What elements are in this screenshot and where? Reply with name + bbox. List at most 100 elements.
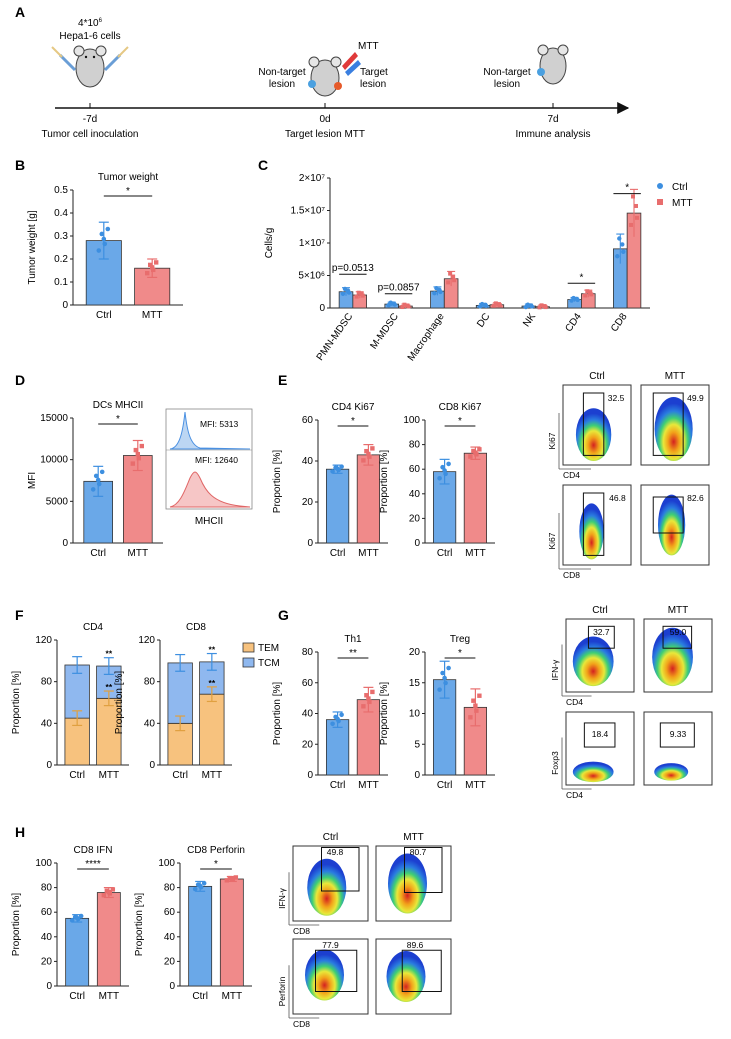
C-point bbox=[346, 290, 352, 295]
C-y-label: Cells/g bbox=[264, 228, 275, 259]
legend-f: TEM TCM bbox=[242, 642, 280, 669]
flow-density-blob bbox=[307, 858, 347, 916]
E2-point bbox=[473, 450, 478, 455]
flow-y-label: IFN-γ bbox=[277, 887, 287, 909]
E1-bar-ctrl bbox=[325, 468, 350, 544]
C-point bbox=[575, 297, 580, 303]
H1-sig-label: **** bbox=[85, 859, 101, 870]
G2-point bbox=[437, 687, 442, 692]
flow-gate bbox=[582, 392, 605, 456]
G1-point bbox=[335, 716, 340, 722]
B-point bbox=[148, 262, 153, 268]
C-sig-label: p=0.0513 bbox=[332, 263, 374, 274]
C-point bbox=[406, 304, 411, 309]
C-ytick-label: 5×10⁶ bbox=[298, 271, 325, 282]
C-sig-label: p=0.0857 bbox=[378, 283, 420, 294]
flow-y-label: Ki67 bbox=[547, 532, 557, 549]
D-sig-label: * bbox=[116, 414, 120, 425]
C-point bbox=[356, 290, 361, 295]
C-point bbox=[434, 285, 439, 291]
G2-xtick-label: Ctrl bbox=[437, 780, 453, 791]
flow-col-mtt: MTT bbox=[668, 605, 689, 616]
C-point bbox=[537, 305, 542, 310]
flow-gate bbox=[652, 496, 684, 534]
chart-dcs-mhcii: 0 5000 10000 15000 MFI DCs MHCII Ctrl MTT * bbox=[27, 400, 163, 559]
G1-point bbox=[330, 721, 335, 727]
C-point bbox=[432, 291, 437, 296]
G2-point bbox=[443, 680, 448, 686]
flow-y-label: IFN-γ bbox=[550, 659, 560, 681]
E1-point bbox=[366, 451, 371, 457]
E2-point bbox=[440, 464, 445, 470]
nontarget-1-label: Non-target bbox=[258, 67, 305, 78]
E2-xtick-label: Ctrl bbox=[437, 548, 453, 559]
C-point bbox=[589, 292, 594, 297]
F2-tem-bar bbox=[199, 693, 225, 766]
C-ytick-label: 0 bbox=[319, 303, 325, 314]
G2-point bbox=[440, 670, 445, 676]
flow-gate-value: 32.7 bbox=[593, 627, 610, 637]
C-point bbox=[615, 254, 620, 259]
G2-y-label: Proportion [%] bbox=[379, 682, 390, 746]
E1-title: CD4 Ki67 bbox=[332, 402, 375, 413]
E2-ytick-label: 80 bbox=[409, 440, 421, 451]
time-2: 0d bbox=[319, 114, 330, 125]
mtt-label: MTT bbox=[358, 41, 379, 52]
E1-ytick-label: 40 bbox=[302, 456, 314, 467]
B-xtick-label: MTT bbox=[142, 310, 163, 321]
G2-point bbox=[471, 698, 476, 703]
G1-xtick-label: Ctrl bbox=[330, 780, 346, 791]
E2-ytick-label: 60 bbox=[409, 464, 421, 475]
D-point bbox=[136, 456, 141, 461]
G2-point bbox=[442, 675, 447, 681]
C-point bbox=[448, 271, 453, 276]
mfi-ctrl: MFI: 5313 bbox=[200, 419, 239, 429]
G1-ytick-label: 0 bbox=[307, 770, 313, 781]
panel-label-b: B bbox=[15, 157, 25, 173]
C-point bbox=[634, 203, 638, 208]
panel-label-d: D bbox=[15, 372, 25, 388]
flow-density-blob bbox=[654, 763, 689, 781]
D-point bbox=[130, 461, 135, 466]
B-point bbox=[145, 270, 150, 276]
F2-ytick-label: 0 bbox=[149, 760, 155, 771]
E2-ytick-label: 40 bbox=[409, 489, 421, 500]
F2-ytick-label: 80 bbox=[144, 677, 156, 688]
flow-gate bbox=[321, 847, 360, 892]
H2-point bbox=[192, 886, 198, 892]
flow-gate bbox=[652, 392, 684, 456]
E2-point bbox=[437, 476, 442, 481]
H2-ytick-label: 40 bbox=[164, 932, 176, 943]
C-point bbox=[400, 305, 405, 310]
H1-point bbox=[110, 887, 116, 892]
mouse-3-icon bbox=[537, 44, 569, 85]
flow-gate-value: 46.8 bbox=[609, 493, 626, 503]
F1-sig-tcm: ** bbox=[106, 649, 113, 659]
flow-x-label: CD4 bbox=[566, 790, 583, 800]
panel-label-g: G bbox=[278, 607, 289, 623]
H1-point bbox=[101, 892, 107, 898]
H2-sig-label: * bbox=[214, 859, 218, 870]
E1-point bbox=[339, 464, 344, 469]
flow-y-label: Foxp3 bbox=[550, 751, 560, 775]
legend-tem-swatch bbox=[242, 642, 255, 653]
E1-xtick-label: Ctrl bbox=[330, 548, 346, 559]
flow-gate bbox=[401, 949, 442, 992]
C-point bbox=[583, 293, 588, 298]
D-ytick-label: 5000 bbox=[46, 496, 69, 507]
C-point bbox=[491, 303, 496, 308]
flow-x-label: CD8 bbox=[293, 1019, 310, 1029]
flow-gate bbox=[587, 625, 615, 649]
G2-ytick-label: 20 bbox=[409, 647, 421, 658]
E2-title: CD8 Ki67 bbox=[439, 402, 482, 413]
flow-density-blob bbox=[652, 627, 693, 687]
legend-tcm-swatch bbox=[242, 657, 255, 668]
panel-label-f: F bbox=[15, 607, 24, 623]
E1-ytick-label: 20 bbox=[302, 497, 314, 508]
D-point bbox=[90, 487, 96, 492]
B-ytick-label: 0.3 bbox=[54, 231, 68, 242]
C-point bbox=[493, 301, 498, 306]
G2-ytick-label: 0 bbox=[414, 770, 420, 781]
C-xtick-label: CD4 bbox=[563, 311, 584, 334]
flow-gate-value: 82.6 bbox=[687, 493, 704, 503]
